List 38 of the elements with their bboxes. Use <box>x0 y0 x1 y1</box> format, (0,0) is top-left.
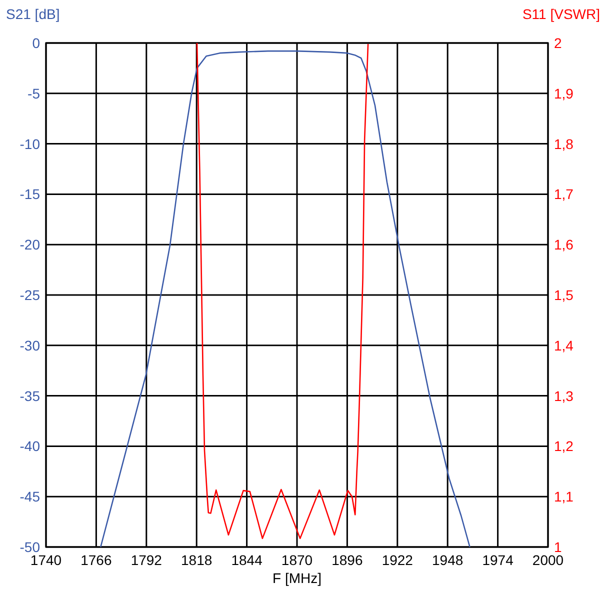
x-tick-label: 2000 <box>532 552 564 568</box>
y2-tick-label: 1,8 <box>554 136 574 152</box>
y-tick-label: -40 <box>20 438 40 454</box>
y2-tick-label: 1,3 <box>554 388 574 404</box>
y2-tick-label: 1 <box>554 539 562 555</box>
line-series <box>196 42 369 540</box>
y-axis-title: S21 [dB] <box>6 6 60 22</box>
x-tick-label: 1948 <box>432 552 464 568</box>
y2-tick-label: 1,9 <box>554 85 574 102</box>
x-tick-label: 1922 <box>382 552 414 568</box>
y2-tick-label: 1,6 <box>554 236 574 253</box>
y2-tick-label: 1,1 <box>554 488 574 505</box>
x-tick-label: 1974 <box>482 552 514 568</box>
line-series <box>100 50 470 548</box>
x-tick-label: 1792 <box>130 552 162 568</box>
y-tick-label: 0 <box>32 35 40 51</box>
y-tick-label: -30 <box>20 337 40 354</box>
x-tick-label: 1740 <box>30 552 62 568</box>
y-tick-label: -15 <box>20 186 40 202</box>
x-tick-label: 1766 <box>80 552 112 568</box>
x-tick-label: 1870 <box>281 552 313 568</box>
y2-tick-label: 1,2 <box>554 438 574 454</box>
y2-tick-label: 1,5 <box>554 287 574 303</box>
y-tick-label: -5 <box>28 85 40 102</box>
y2-axis-title: S11 [VSWR] <box>522 6 600 22</box>
x-tick-label: 1896 <box>332 552 363 568</box>
y2-tick-label: 1,4 <box>554 337 574 354</box>
x-tick-label: 1844 <box>231 552 263 568</box>
y-tick-label: -35 <box>20 388 40 404</box>
y-tick-label: -10 <box>20 136 40 152</box>
y-tick-label: -50 <box>20 539 40 555</box>
y-tick-label: -20 <box>20 236 40 253</box>
y-tick-label: -45 <box>20 488 40 505</box>
y-tick-label: -25 <box>20 287 40 303</box>
x-tick-label: 1818 <box>181 552 212 568</box>
y2-tick-label: 2 <box>554 35 562 51</box>
x-axis-title: F [MHz] <box>272 570 322 586</box>
y2-tick-label: 1,7 <box>554 186 574 202</box>
